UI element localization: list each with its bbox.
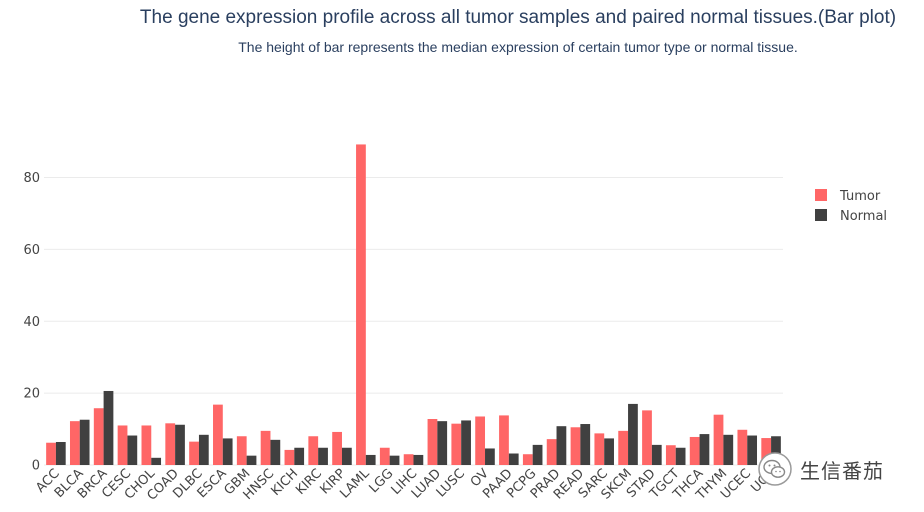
y-tick-label: 0 xyxy=(32,459,40,474)
bar-tumor-ucec[interactable] xyxy=(737,429,748,465)
bar-normal-cesc[interactable] xyxy=(127,435,138,465)
y-axis: 0 20 40 60 80 xyxy=(23,171,40,474)
x-axis: ACCBLCABRCACESCCHOLCOADDLBCESCAGBMHNSCKI… xyxy=(33,466,778,504)
legend-swatch xyxy=(815,209,827,221)
bar-normal-ucs[interactable] xyxy=(771,436,781,465)
x-tick-label: KICH xyxy=(268,466,301,499)
bar-normal-paad[interactable] xyxy=(508,453,519,466)
bar-normal-kirp[interactable] xyxy=(341,447,352,465)
legend-item-tumor[interactable]: Tumor xyxy=(815,189,881,204)
bar-normal-gbm[interactable] xyxy=(246,455,257,465)
bar-tumor-lihc[interactable] xyxy=(403,454,414,465)
grid-lines xyxy=(44,177,783,466)
chart-title: The gene expression profile across all t… xyxy=(140,7,896,28)
bar-tumor-dlbc[interactable] xyxy=(189,441,199,465)
bar-normal-stad[interactable] xyxy=(651,444,662,466)
bar-normal-luad[interactable] xyxy=(437,421,448,465)
watermark: 生信番茄 xyxy=(758,452,884,486)
bar-tumor-kirp[interactable] xyxy=(332,431,342,465)
bar-normal-skcm[interactable] xyxy=(628,403,638,465)
bar-tumor-lgg[interactable] xyxy=(379,447,390,465)
bar-tumor-hnsc[interactable] xyxy=(260,430,271,465)
bar-normal-kirc[interactable] xyxy=(318,447,328,465)
bar-tumor-esca[interactable] xyxy=(213,404,223,466)
bar-normal-laml[interactable] xyxy=(365,454,376,465)
bar-normal-ucec[interactable] xyxy=(747,435,758,465)
bar-tumor-brca[interactable] xyxy=(93,408,104,465)
bar-tumor-lusc[interactable] xyxy=(451,423,462,465)
bar-normal-pcpg[interactable] xyxy=(532,444,543,466)
bar-tumor-acc[interactable] xyxy=(46,442,56,465)
bar-normal-dlbc[interactable] xyxy=(198,434,209,465)
bar-tumor-sarc[interactable] xyxy=(594,433,605,466)
bar-tumor-prad[interactable] xyxy=(546,439,557,466)
wechat-icon xyxy=(758,452,792,486)
bar-normal-hnsc[interactable] xyxy=(270,439,281,465)
bar-tumor-tgct[interactable] xyxy=(665,445,676,465)
bar-tumor-coad[interactable] xyxy=(165,423,176,465)
bar-tumor-thca[interactable] xyxy=(689,436,700,465)
bar-normal-thca[interactable] xyxy=(699,434,710,465)
y-tick-label: 60 xyxy=(23,243,40,258)
bar-tumor-ov[interactable] xyxy=(475,416,486,465)
y-tick-label: 80 xyxy=(23,171,40,186)
bar-tumor-blca[interactable] xyxy=(69,421,80,465)
bar-normal-blca[interactable] xyxy=(79,419,90,465)
bar-normal-lgg[interactable] xyxy=(389,455,400,465)
bar-normal-tgct[interactable] xyxy=(675,447,686,465)
bar-tumor-ucs[interactable] xyxy=(761,438,772,465)
y-tick-label: 40 xyxy=(23,315,40,330)
bar-normal-brca[interactable] xyxy=(103,390,114,465)
bar-tumor-read[interactable] xyxy=(570,427,581,465)
chart-subtitle: The height of bar represents the median … xyxy=(238,39,798,55)
legend-label: Normal xyxy=(840,209,887,224)
bar-tumor-kich[interactable] xyxy=(284,449,295,465)
bar-tumor-pcpg[interactable] xyxy=(522,454,533,465)
bar-normal-sarc[interactable] xyxy=(604,438,614,465)
bar-tumor-paad[interactable] xyxy=(499,415,509,465)
bar-normal-read[interactable] xyxy=(580,424,591,465)
bar-normal-acc[interactable] xyxy=(55,442,66,465)
bar-normal-esca[interactable] xyxy=(222,438,233,465)
bar-normal-prad[interactable] xyxy=(556,426,567,465)
bar-tumor-kirc[interactable] xyxy=(308,436,319,465)
bar-tumor-skcm[interactable] xyxy=(618,430,629,465)
legend-label: Tumor xyxy=(839,189,881,204)
legend[interactable]: Tumor Normal xyxy=(815,189,887,224)
bars xyxy=(46,144,781,466)
bar-normal-lihc[interactable] xyxy=(413,454,424,465)
legend-swatch xyxy=(815,189,827,201)
bar-normal-lusc[interactable] xyxy=(461,420,471,465)
x-tick-label: KIRC xyxy=(293,466,325,498)
bar-tumor-laml[interactable] xyxy=(356,144,366,465)
bar-normal-chol[interactable] xyxy=(151,457,162,465)
bar-normal-thym[interactable] xyxy=(723,434,734,465)
bar-normal-ov[interactable] xyxy=(485,448,495,465)
bar-tumor-cesc[interactable] xyxy=(117,425,128,465)
bar-tumor-luad[interactable] xyxy=(427,419,438,465)
bar-normal-coad[interactable] xyxy=(175,424,185,465)
bar-tumor-thym[interactable] xyxy=(713,414,724,465)
legend-item-normal[interactable]: Normal xyxy=(815,209,887,224)
bar-tumor-chol[interactable] xyxy=(141,425,152,465)
bar-normal-kich[interactable] xyxy=(294,447,305,465)
x-tick-label: LUSC xyxy=(434,466,468,500)
bar-tumor-gbm[interactable] xyxy=(236,436,247,465)
watermark-text: 生信番茄 xyxy=(800,458,884,483)
bar-tumor-stad[interactable] xyxy=(642,410,652,466)
y-tick-label: 20 xyxy=(23,387,40,402)
